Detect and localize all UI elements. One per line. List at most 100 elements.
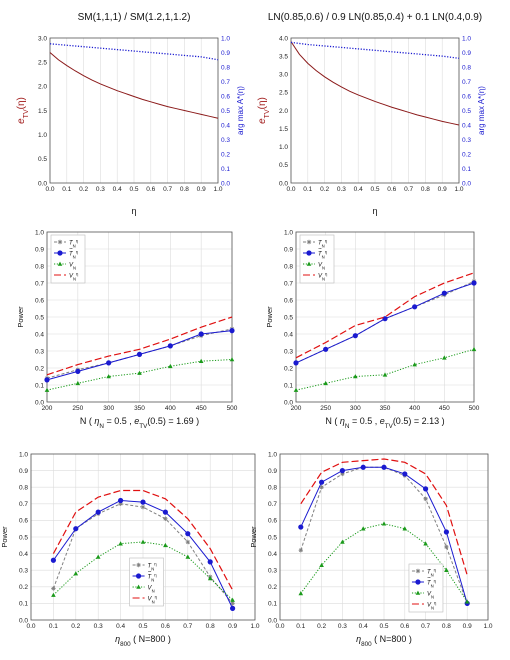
plot-frame: [279, 453, 489, 621]
data-point: [75, 380, 81, 386]
chart-panel-6: 0.0 0.1 0.2 0.3 0.4 0.5 0.6 0.7 0.8 0.9 1.0 0.0 0.1 0…: [249, 451, 493, 647]
legend-label: TNη: [148, 572, 158, 582]
y-tick-label: 0.6: [268, 518, 277, 525]
x-tick-label: 350: [134, 405, 145, 412]
data-point: [298, 548, 303, 553]
x-tick-label: 400: [165, 405, 176, 412]
data-point: [140, 504, 146, 510]
legend-label: VN: [148, 586, 155, 594]
data-point: [57, 239, 63, 245]
legend-tilde: ~: [69, 247, 73, 253]
y-tick-label: 0.7: [35, 280, 44, 287]
data-point: [340, 539, 345, 544]
y-axis-label: eTV(η): [257, 97, 271, 124]
data-point: [444, 544, 449, 550]
y-tick-label: 3.0: [279, 72, 288, 79]
data-point: [135, 573, 142, 579]
x-tick-label: 0.0: [275, 623, 284, 630]
series-line-1: [49, 52, 219, 119]
data-point: [51, 592, 56, 597]
legend-label: TNη: [148, 561, 158, 571]
data-point: [293, 387, 299, 392]
y2-tick-label: 0.3: [462, 137, 471, 144]
x-tick-label: 250: [72, 405, 83, 412]
x-tick-label: 200: [291, 405, 302, 412]
y-tick-label: 2.5: [279, 90, 288, 97]
y-tick-label: 0.2: [35, 365, 44, 372]
x-tick-label: 0.4: [359, 623, 368, 630]
y2-tick-label: 1.0: [462, 35, 471, 42]
data-point: [471, 346, 477, 352]
y2-tick-label: 0.0: [462, 180, 471, 187]
data-point: [423, 486, 429, 492]
x-tick-label: 500: [469, 405, 480, 412]
data-point: [382, 316, 388, 322]
data-point: [230, 597, 235, 602]
legend-label: VNη: [427, 600, 437, 610]
y2-axis-label: arg max A*(η): [236, 86, 245, 135]
legend-label: TNη: [69, 249, 79, 259]
y-tick-label: 0.0: [268, 617, 277, 624]
data-point: [415, 590, 421, 595]
data-point: [293, 360, 299, 366]
data-point: [443, 529, 449, 535]
y-tick-label: 0.8: [284, 263, 293, 270]
data-point: [73, 526, 79, 532]
data-point: [167, 343, 173, 349]
y-tick-label: 0.9: [19, 468, 28, 475]
x-tick-label: 0.1: [49, 623, 58, 630]
data-point: [185, 539, 190, 545]
legend-tilde: ~: [148, 570, 152, 576]
y-tick-label: 1.0: [38, 132, 47, 139]
y2-tick-label: 0.1: [221, 166, 230, 173]
y-axis-label: eTV(η): [16, 97, 30, 124]
x-axis-label: N ( ηN = 0.5 , eTV(0.5) = 2.13 ): [325, 416, 444, 430]
x-tick-label: 0.7: [421, 623, 430, 630]
data-point: [306, 250, 312, 256]
y-tick-label: 1.0: [19, 451, 28, 458]
legend-label: TNη: [318, 249, 328, 259]
y-tick-label: 2.5: [38, 59, 47, 66]
data-point: [44, 377, 50, 383]
data-point: [352, 333, 358, 339]
y-tick-label: 3.0: [38, 35, 47, 42]
x-axis-label: N ( ηN = 0.5 , eTV(0.5) = 1.69 ): [80, 416, 199, 430]
data-point: [207, 576, 213, 581]
plot-frame: [295, 231, 475, 403]
x-tick-label: 0.2: [79, 186, 88, 193]
y-tick-label: 0.5: [35, 314, 44, 321]
x-tick-label: 0.6: [161, 623, 170, 630]
y-tick-label: 0.5: [268, 534, 277, 541]
x-tick-label: 0.3: [96, 186, 105, 193]
data-point: [382, 372, 388, 377]
data-point: [353, 374, 358, 379]
y-tick-label: 2.0: [38, 84, 47, 91]
data-point: [423, 541, 428, 546]
data-point: [106, 374, 111, 379]
plot-frame: [290, 37, 460, 184]
x-tick-label: 0.2: [71, 623, 80, 630]
data-point: [185, 554, 191, 559]
data-point: [306, 239, 312, 245]
x-tick-label: 0.6: [146, 186, 155, 193]
x-tick-label: 0.4: [354, 186, 363, 193]
x-tick-label: 0.8: [442, 623, 451, 630]
y-tick-label: 0.9: [35, 246, 44, 253]
x-tick-label: 0.1: [62, 186, 71, 193]
x-tick-label: 0.8: [421, 186, 430, 193]
data-point: [360, 464, 366, 470]
y-tick-label: 0.2: [284, 365, 293, 372]
data-point: [298, 524, 304, 530]
x-tick-label: 0.2: [320, 186, 329, 193]
y-axis-label: Power: [265, 306, 274, 328]
x-tick-label: 0.8: [180, 186, 189, 193]
x-tick-label: 0.0: [45, 186, 54, 193]
x-tick-label: 500: [227, 405, 238, 412]
x-tick-label: 0.5: [370, 186, 379, 193]
data-point: [118, 541, 123, 546]
